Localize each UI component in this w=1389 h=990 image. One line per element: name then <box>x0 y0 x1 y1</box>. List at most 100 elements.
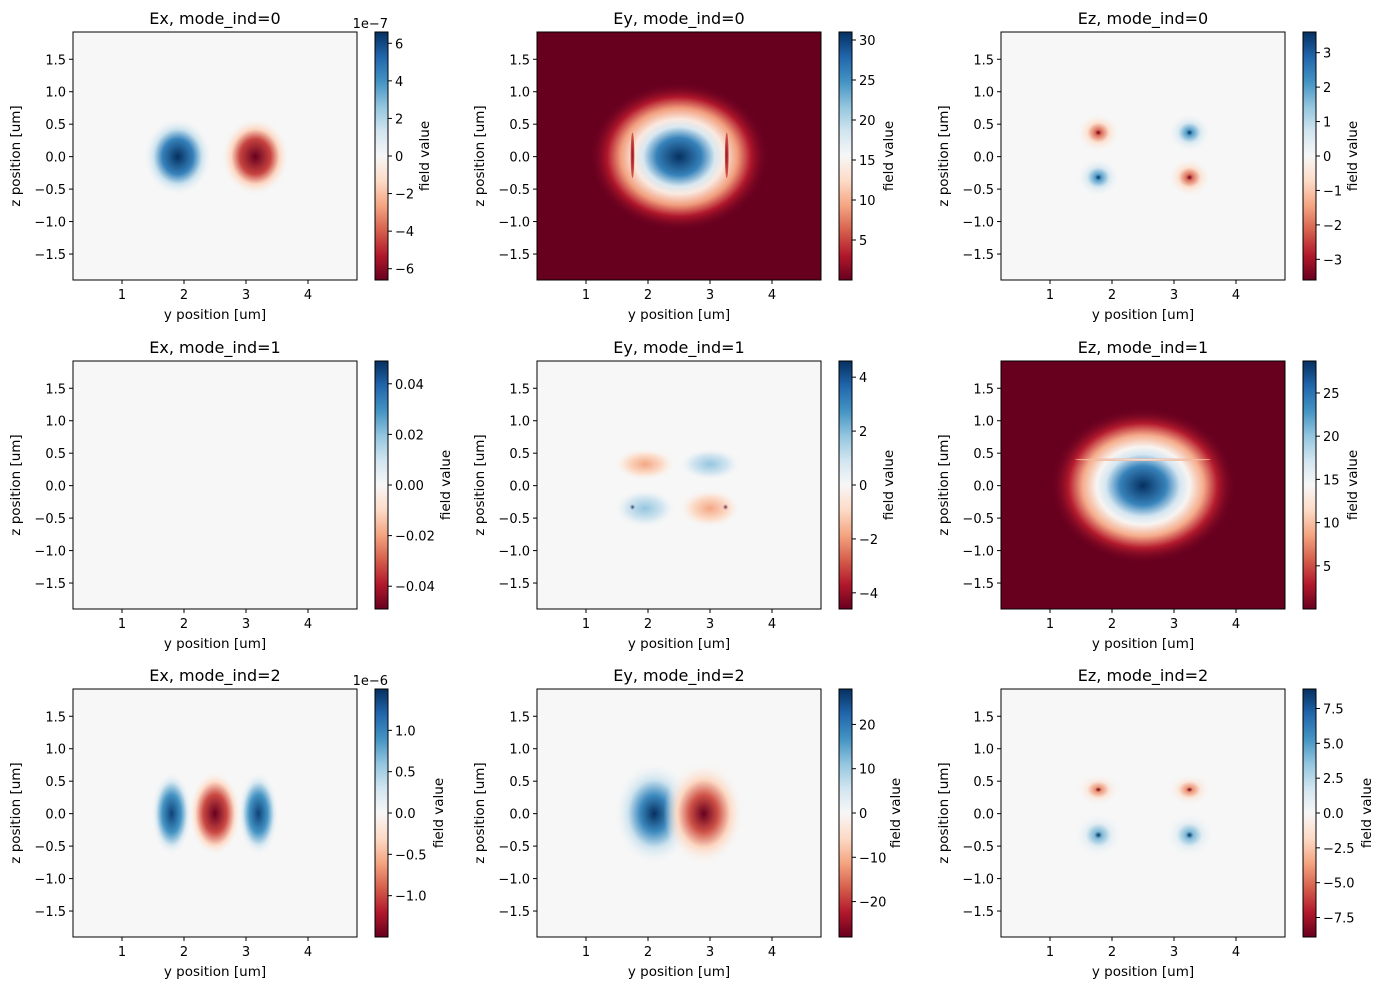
y-tick-label: −1.5 <box>34 248 66 263</box>
field-blob <box>613 488 676 528</box>
colorbar-tick-label: 20 <box>859 114 876 129</box>
y-tick-label: 1.5 <box>509 53 530 68</box>
colorbar-tick-label: −0.04 <box>395 580 435 595</box>
subplot-8: Ez, mode_ind=2 1 2 3 4 −1.5 −1.0 −0.5 0.0 0.5 1.0 1… <box>936 666 1375 980</box>
x-axis-label: y position [um] <box>1092 636 1194 652</box>
x-tick-label: 2 <box>180 945 188 960</box>
x-tick-label: 2 <box>180 617 188 632</box>
x-tick-label: 1 <box>118 288 126 303</box>
y-tick-label: 0.5 <box>45 118 66 133</box>
field-blob <box>1076 773 1121 806</box>
colorbar-tick-label: 0.00 <box>395 479 424 494</box>
colorbar-label: field value <box>881 121 897 191</box>
colorbar <box>374 31 389 281</box>
axes-frame <box>1000 31 1286 281</box>
colorbar-tick-label: 4 <box>395 75 403 90</box>
y-tick-label: −1.5 <box>498 248 530 263</box>
subplot-1: Ey, mode_ind=0 1 2 3 4 −1.5 −1.0 −0.5 0.0 0.5 1.0 1… <box>472 9 897 323</box>
heatmap <box>537 361 821 609</box>
field-blob <box>721 503 730 511</box>
subplot-title: Ey, mode_ind=1 <box>613 338 744 358</box>
y-tick-label: −0.5 <box>34 840 66 855</box>
y-tick-label: −1.0 <box>498 545 530 560</box>
colorbar-tick-label: 30 <box>859 34 876 49</box>
colorbar <box>838 31 853 281</box>
x-tick-label: 3 <box>1170 617 1178 632</box>
colorbar <box>1302 31 1317 281</box>
heatmap-background <box>1001 32 1285 280</box>
y-tick-label: 1.5 <box>973 710 994 725</box>
y-tick-label: 0.5 <box>45 775 66 790</box>
y-tick-label: −1.0 <box>962 216 994 231</box>
colorbar-tick-label: −2 <box>1323 219 1342 234</box>
x-axis-label: y position [um] <box>164 964 266 980</box>
colorbar-label: field value <box>1345 450 1361 520</box>
colorbar-tick-label: 2 <box>1323 81 1331 96</box>
y-tick-label: 1.5 <box>45 53 66 68</box>
field-blob <box>237 771 279 856</box>
colorbar-tick-label: 2.5 <box>1323 772 1344 787</box>
heatmap-background <box>537 361 821 609</box>
x-tick-label: 3 <box>706 288 714 303</box>
colorbar-tick-label: 10 <box>859 763 876 778</box>
y-tick-label: 0.5 <box>509 118 530 133</box>
subplot-title: Ez, mode_ind=1 <box>1078 338 1208 358</box>
colorbar-label: field value <box>417 121 433 191</box>
colorbar-tick-label: −2.5 <box>1323 842 1355 857</box>
heatmap <box>73 689 357 937</box>
y-tick-label: −1.0 <box>34 216 66 231</box>
colorbar-label: field value <box>1359 778 1375 848</box>
x-axis-label: y position [um] <box>628 964 730 980</box>
y-tick-label: −1.5 <box>34 577 66 592</box>
colorbar-tick-label: 0 <box>859 807 867 822</box>
y-tick-label: 0.5 <box>45 447 66 462</box>
subplot-0: Ex, mode_ind=0 1 2 3 4 −1.5 −1.0 −0.5 0.0 0.5 1.0 1… <box>8 9 433 323</box>
subplot-6: Ex, mode_ind=2 1 2 3 4 −1.5 −1.0 −0.5 0.0 0.5 1.0 1… <box>8 666 447 980</box>
y-tick-label: −0.5 <box>962 183 994 198</box>
y-tick-label: 0.0 <box>509 480 530 495</box>
y-tick-label: 0.0 <box>45 808 66 823</box>
colorbar-tick-label: 4 <box>859 371 867 386</box>
colorbar <box>1302 688 1317 938</box>
y-tick-label: 0.0 <box>509 151 530 166</box>
x-axis-label: y position [um] <box>164 636 266 652</box>
x-tick-label: 1 <box>1046 288 1054 303</box>
colorbar-tick-label: −20 <box>859 896 886 911</box>
field-blob <box>188 771 242 856</box>
colorbar-label: field value <box>431 778 447 848</box>
y-tick-label: 0.5 <box>973 447 994 462</box>
subplot-title: Ez, mode_ind=0 <box>1078 9 1208 29</box>
y-tick-label: 1.5 <box>973 53 994 68</box>
subplot-5: Ez, mode_ind=1 1 2 3 4 −1.5 −1.0 −0.5 0.0 0.5 1.0 1… <box>936 338 1361 652</box>
x-axis-label: y position [um] <box>1092 964 1194 980</box>
colorbar-tick-label: −6 <box>395 263 414 278</box>
axes-frame <box>72 688 358 938</box>
colorbar-tick-label: −1.0 <box>395 890 427 905</box>
y-tick-label: 1.0 <box>45 743 66 758</box>
y-tick-label: 1.0 <box>973 86 994 101</box>
x-axis-label: y position [um] <box>1092 307 1194 323</box>
colorbar-tick-label: 0.02 <box>395 428 424 443</box>
colorbar-tick-label: 20 <box>1323 430 1340 445</box>
colorbar-tick-label: 3 <box>1323 47 1331 62</box>
axes-frame <box>72 31 358 281</box>
y-axis-label: z position [um] <box>8 434 24 535</box>
x-tick-label: 3 <box>706 945 714 960</box>
x-tick-label: 2 <box>180 288 188 303</box>
heatmap-background <box>73 32 357 280</box>
colorbar-offset: 1e−6 <box>353 674 388 689</box>
colorbar-tick-label: −7.5 <box>1323 911 1355 926</box>
colorbar-tick-label: 6 <box>395 37 403 52</box>
colorbar-offset: 1e−7 <box>353 17 388 32</box>
y-tick-label: 1.5 <box>45 710 66 725</box>
y-tick-label: 1.5 <box>509 710 530 725</box>
colorbar-tick-label: −2 <box>859 533 878 548</box>
field-blob <box>589 81 769 232</box>
x-tick-label: 2 <box>1108 945 1116 960</box>
x-tick-label: 1 <box>582 617 590 632</box>
axes-frame <box>1000 360 1286 610</box>
field-blob <box>1076 157 1121 197</box>
field-blob <box>1073 812 1124 858</box>
colorbar-tick-label: 10 <box>1323 517 1340 532</box>
x-tick-label: 3 <box>242 617 250 632</box>
